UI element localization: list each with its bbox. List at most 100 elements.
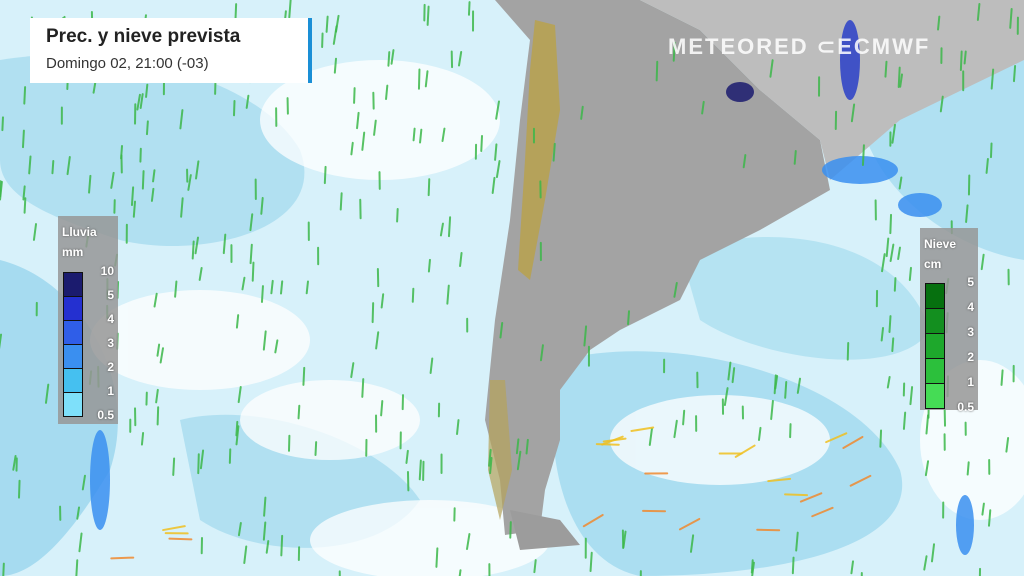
wind-barb <box>963 50 967 65</box>
wind-barb <box>750 559 754 574</box>
rain_legend-swatch <box>63 344 83 369</box>
rain_legend-swatch <box>63 392 83 417</box>
wind-barb <box>18 479 21 499</box>
wind-barb <box>132 200 136 218</box>
wind-barb <box>985 158 989 174</box>
wind-barb <box>909 386 914 406</box>
wind-barb <box>426 5 430 26</box>
wind-barb <box>249 243 253 265</box>
wind-barb <box>145 83 149 98</box>
wind-barb <box>21 129 25 149</box>
snow_legend-swatch <box>925 383 945 409</box>
wind-barb <box>494 143 498 161</box>
wind-barb <box>361 378 365 398</box>
wind-barb <box>648 427 653 446</box>
wind-barb <box>375 331 380 350</box>
wind-barb <box>897 246 901 261</box>
wind-barb <box>325 15 329 33</box>
wind-barb <box>22 185 26 201</box>
wind-barb <box>678 517 701 531</box>
wind-barb <box>923 555 928 571</box>
wind-barb <box>989 142 993 159</box>
wind-barb <box>435 547 439 568</box>
rain_legend-tick: 1 <box>107 384 114 398</box>
wind-barb <box>387 51 391 67</box>
wind-barb <box>742 154 747 169</box>
wind-barb <box>488 448 492 467</box>
wind-barb <box>791 556 795 575</box>
wind-barb <box>390 49 395 65</box>
wind-barb <box>159 347 164 364</box>
wind-barb <box>260 285 264 303</box>
wind-barb <box>655 60 659 82</box>
wind-barb <box>288 0 292 19</box>
snow_legend-swatch <box>925 333 945 359</box>
land <box>485 0 1024 550</box>
wind-barb <box>32 223 38 241</box>
wind-barb <box>333 57 337 74</box>
rain-legend: Lluvia mm 10 5 4 3 2 1 0.5 <box>58 216 118 424</box>
wind-barb <box>168 537 193 541</box>
snow_legend-swatch <box>925 283 945 309</box>
wind-barb <box>842 435 864 449</box>
wind-barb <box>245 94 250 109</box>
wind-barb <box>350 141 354 156</box>
wind-barb <box>0 333 3 350</box>
wind-barb <box>2 562 5 576</box>
wind-barb <box>673 419 678 439</box>
wind-barb <box>533 559 537 574</box>
rain_legend-tick: 0.5 <box>97 408 114 422</box>
wind-barb <box>373 119 377 136</box>
wind-barb <box>784 381 788 399</box>
wind-barb <box>251 261 255 282</box>
wind-barb <box>539 344 544 362</box>
wind-barb <box>959 50 963 72</box>
rain_legend-tick: 3 <box>107 336 114 350</box>
wind-barb <box>198 267 203 281</box>
wind-barb <box>893 277 897 292</box>
wind-barb <box>899 73 904 88</box>
wind-barb <box>28 155 32 175</box>
wind-barb <box>81 474 86 491</box>
wind-barb <box>23 86 27 105</box>
wind-barb <box>495 100 500 120</box>
wind-barb <box>886 375 891 389</box>
wind-barb <box>966 461 970 476</box>
wind-barb <box>884 60 888 78</box>
wind-barb <box>981 502 985 516</box>
wind-barb <box>447 216 452 238</box>
wind-barb <box>232 100 236 117</box>
wind-barb <box>23 197 27 214</box>
wind-barb <box>396 207 399 223</box>
wind-barb <box>552 142 556 162</box>
wind-barb <box>902 411 907 430</box>
wind-barb <box>1 116 4 132</box>
wind-barb <box>516 450 522 471</box>
wind-barb <box>88 174 92 194</box>
wind-barb <box>879 429 883 448</box>
wind-barb <box>897 66 901 89</box>
wind-barb <box>757 426 762 442</box>
wind-barb <box>466 533 471 551</box>
wind-barb <box>509 521 512 539</box>
snow_legend-tick: 3 <box>967 325 974 339</box>
wind-barb <box>793 149 797 165</box>
wind-barb <box>199 449 205 470</box>
wind-barb <box>731 367 736 384</box>
wind-barb <box>727 361 732 381</box>
snow_legend-tick: 2 <box>967 350 974 364</box>
wind-barb <box>861 144 865 166</box>
wind-barb <box>682 409 686 426</box>
rain_legend-tick: 10 <box>100 264 114 278</box>
wind-barb <box>195 160 200 180</box>
rain_legend-swatch <box>63 320 83 345</box>
wind-barb <box>880 327 885 342</box>
wind-barb <box>141 170 145 190</box>
wind-barb <box>459 252 463 268</box>
meteored-ecmwf-logo: METEORED ⊂ECMWF <box>668 34 931 59</box>
wind-barb <box>937 15 941 31</box>
wind-barb <box>323 165 327 185</box>
wind-barb <box>222 233 227 255</box>
wind-barb <box>627 310 631 326</box>
